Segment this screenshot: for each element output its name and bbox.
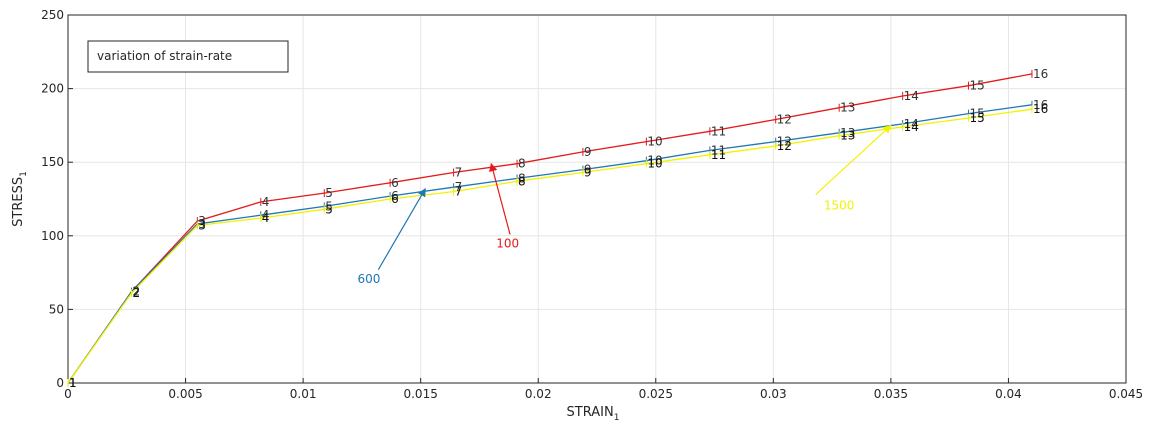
x-axis-title-main: STRAIN bbox=[567, 405, 614, 420]
y-axis-title-main: STRESS bbox=[11, 177, 26, 227]
annotation-arrow bbox=[377, 187, 426, 270]
series-3-point-label: 12 bbox=[777, 139, 792, 153]
series-3-point-label: 16 bbox=[1033, 102, 1048, 116]
annotation-label: 100 bbox=[496, 237, 519, 251]
series-3-point-label: 1 bbox=[69, 376, 77, 390]
series-3-point-label: 6 bbox=[391, 192, 399, 206]
series-1-point-label: 14 bbox=[904, 89, 919, 103]
series-3-point-label: 2 bbox=[132, 286, 140, 300]
series-2-point-label: 15 bbox=[969, 107, 984, 121]
series-1-point-label: 1 bbox=[69, 376, 77, 390]
series-layer bbox=[67, 69, 1033, 387]
series-2-point-label: 8 bbox=[518, 171, 526, 185]
annotation-label: 600 bbox=[357, 272, 380, 286]
series-1-point-label: 15 bbox=[969, 79, 984, 93]
x-tick-label: 0 bbox=[64, 387, 72, 401]
series-3-point-label: 3 bbox=[198, 218, 206, 232]
x-tick-label: 0.02 bbox=[525, 387, 552, 401]
series-line-3 bbox=[67, 108, 1033, 384]
series-2-point-label: 6 bbox=[391, 189, 399, 203]
y-tick-label: 100 bbox=[41, 229, 64, 243]
series-1-point-label: 4 bbox=[262, 195, 270, 209]
series-1-point-label: 3 bbox=[198, 214, 206, 228]
series-1-point-label: 10 bbox=[647, 135, 662, 149]
x-tick-label: 0.015 bbox=[403, 387, 437, 401]
series-3-point-label: 8 bbox=[518, 174, 526, 188]
series-1-point-label: 13 bbox=[840, 101, 855, 115]
series-2-point-label: 7 bbox=[455, 180, 463, 194]
legend-box: variation of strain-rate bbox=[87, 40, 289, 73]
x-tick-label: 0.045 bbox=[1109, 387, 1143, 401]
x-axis-title-sub: 1 bbox=[614, 413, 620, 423]
y-tick-label: 200 bbox=[41, 82, 64, 96]
series-1-point-label: 11 bbox=[711, 124, 726, 138]
series-1-point-label: 2 bbox=[132, 285, 140, 299]
x-tick-label: 0.025 bbox=[639, 387, 673, 401]
series-1-point-label: 16 bbox=[1033, 67, 1048, 81]
legend-box-text: variation of strain-rate bbox=[97, 49, 232, 63]
series-1-point-label: 8 bbox=[518, 157, 526, 171]
series-1-point-label: 6 bbox=[391, 176, 399, 190]
x-tick-label: 0.03 bbox=[760, 387, 787, 401]
y-tick-label: 50 bbox=[49, 302, 64, 316]
series-3-point-label: 9 bbox=[584, 166, 592, 180]
series-1-point-label: 9 bbox=[584, 145, 592, 159]
series-3-point-label: 4 bbox=[262, 211, 270, 225]
series-3-point-label: 5 bbox=[325, 202, 333, 216]
annotation-label: 1500 bbox=[824, 198, 855, 212]
annotations-layer: 100 600 1500 bbox=[357, 124, 892, 286]
series-1-point-label: 7 bbox=[455, 166, 463, 180]
series-2-point-label: 1 bbox=[69, 376, 77, 390]
series-1-point-label: 12 bbox=[777, 113, 792, 127]
series-1-point-label: 5 bbox=[325, 186, 333, 200]
series-2-point-label: 11 bbox=[711, 143, 726, 157]
x-tick-label: 0.04 bbox=[995, 387, 1022, 401]
series-2-point-label: 5 bbox=[325, 199, 333, 213]
series-2-point-label: 10 bbox=[647, 154, 662, 168]
y-tick-label: 250 bbox=[41, 8, 64, 22]
series-3-point-label: 10 bbox=[647, 157, 662, 171]
series-3-point-label: 11 bbox=[711, 148, 726, 162]
series-2-point-label: 14 bbox=[904, 117, 919, 131]
series-3-point-label: 13 bbox=[840, 129, 855, 143]
x-tick-label: 0.01 bbox=[290, 387, 317, 401]
x-tick-label: 0.005 bbox=[168, 387, 202, 401]
series-2-point-label: 9 bbox=[584, 163, 592, 177]
series-2-point-label: 16 bbox=[1033, 98, 1048, 112]
series-2-point-label: 2 bbox=[132, 285, 140, 299]
y-tick-label: 0 bbox=[56, 376, 64, 390]
series-3-point-label: 14 bbox=[904, 120, 919, 134]
series-2-point-label: 13 bbox=[840, 126, 855, 140]
series-3-point-label: 7 bbox=[455, 185, 463, 199]
point-labels-layer: 1234567891011121314151612345678910111213… bbox=[69, 67, 1048, 390]
series-line-2 bbox=[67, 104, 1033, 384]
y-axis-title: STRESS1 bbox=[11, 171, 29, 227]
series-3-point-label: 15 bbox=[969, 111, 984, 125]
series-2-point-label: 4 bbox=[262, 208, 270, 222]
x-axis-title: STRAIN1 bbox=[567, 405, 620, 423]
annotation-arrow bbox=[489, 162, 511, 235]
series-line-1 bbox=[67, 73, 1033, 384]
y-tick-label: 150 bbox=[41, 155, 64, 169]
plot-frame bbox=[67, 14, 1127, 384]
y-axis-title-sub: 1 bbox=[19, 171, 29, 177]
x-tick-label: 0.035 bbox=[874, 387, 908, 401]
series-2-point-label: 3 bbox=[198, 217, 206, 231]
ticks-layer: 0 0.005 0.01 0.015 0.02 0.025 0.03 0.035 0.04 0.0… bbox=[41, 8, 1143, 401]
annotation-arrow bbox=[815, 124, 892, 196]
series-2-point-label: 12 bbox=[777, 135, 792, 149]
